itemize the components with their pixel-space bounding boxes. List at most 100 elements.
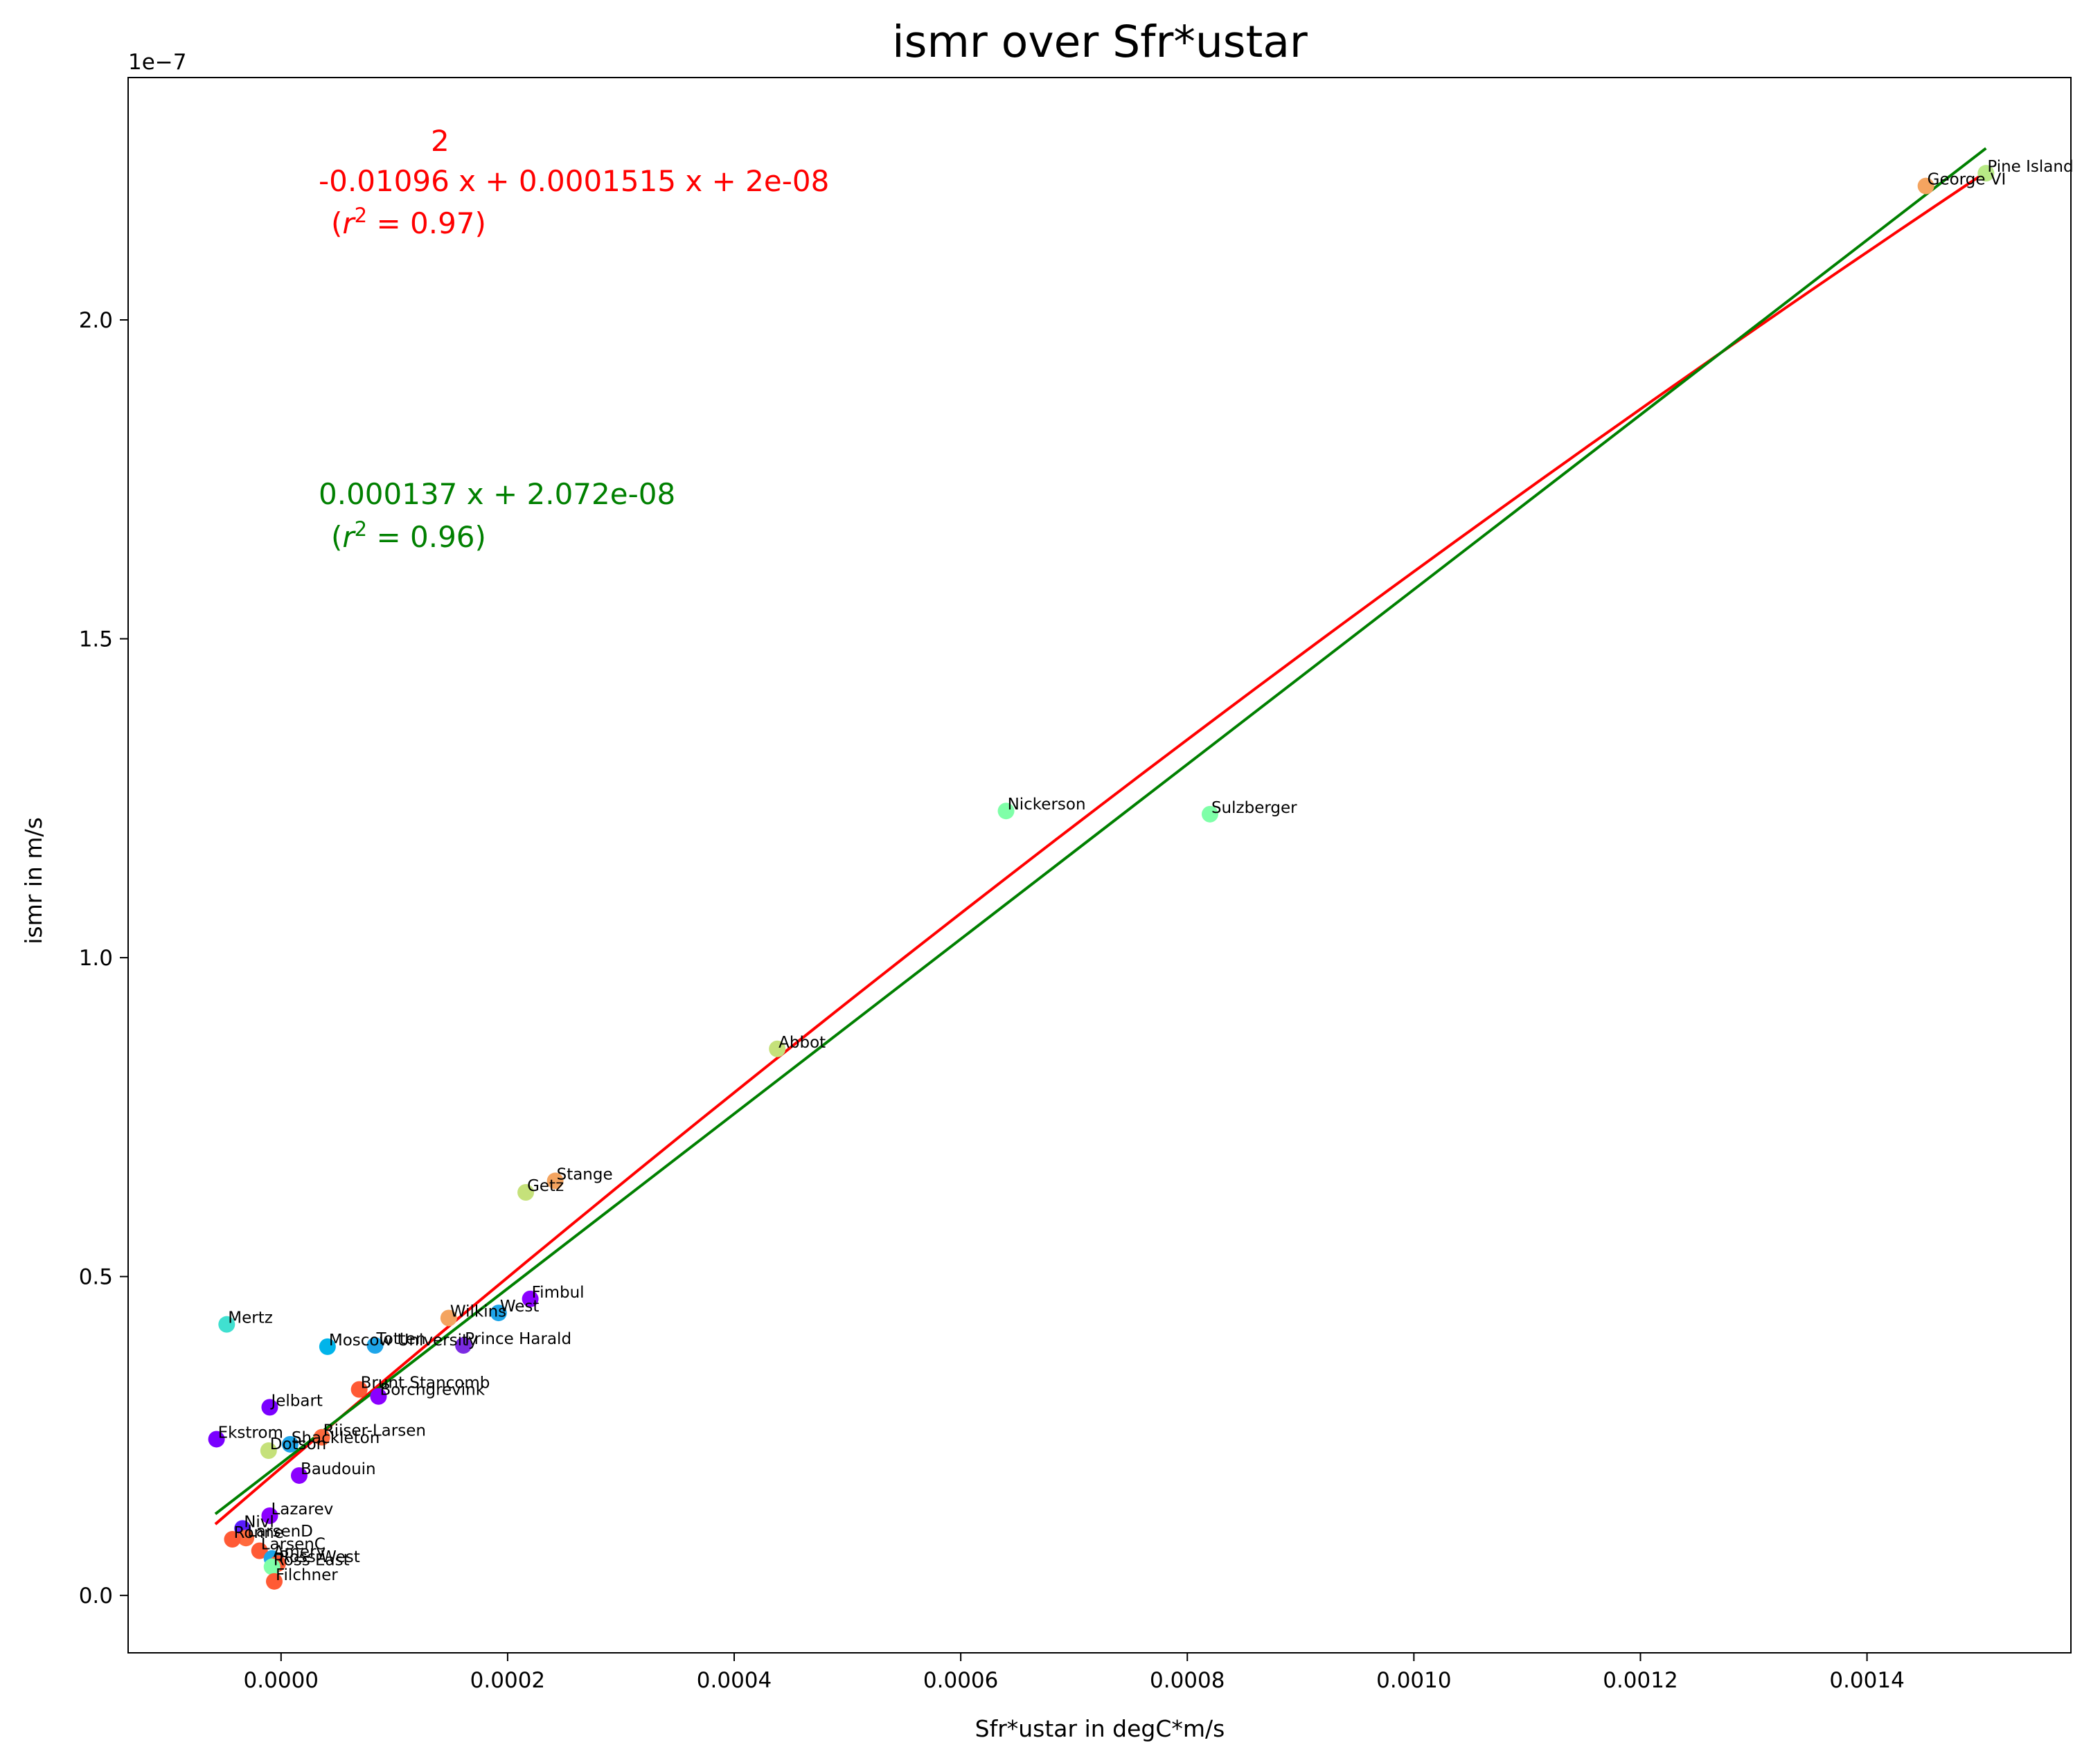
data-points [208,165,1995,1590]
point-label: Prince Harald [465,1330,571,1348]
data-point [1977,165,1995,182]
data-point [490,1305,507,1322]
x-tick-label: 0.0002 [470,1668,545,1693]
x-axis-label: Sfr*ustar in degC*m/s [975,1715,1225,1742]
point-label: Wilkins [450,1302,506,1320]
point-label: LarsenD [247,1523,313,1541]
point-label: George VI [1928,171,2006,189]
x-tick-label: 0.0006 [923,1668,998,1693]
quadratic-fit-annotation: 2 -0.01096 x + 0.0001515 x + 2e-08 (r2 =… [319,124,829,240]
quadratic-fit-r2-value: = 0.97) [367,206,486,240]
linear-fit-r2: (r2 = 0.96) [331,517,486,554]
data-point [263,1558,281,1575]
point-label: Borchgrevink [380,1381,485,1399]
point-label: Ronne [233,1524,283,1542]
data-point [319,1338,336,1355]
data-point [265,1573,283,1590]
point-label: Moscow University [329,1332,478,1350]
point-label: Sulzberger [1211,799,1297,817]
point-label: Totten [376,1330,426,1348]
x-tick-label: 0.0004 [697,1668,772,1693]
point-label: Baudouin [301,1460,376,1478]
data-point [350,1381,368,1398]
x-tick-label: 0.0014 [1829,1668,1904,1693]
point-label: Abbot [778,1034,826,1052]
point-label: Lazarev [271,1500,333,1518]
linear-fit-r2-open: ( [331,520,342,554]
linear-fit-annotation: 0.000137 x + 2.072e-08 (r2 = 0.96) [319,477,675,554]
x-tick-label: 0.0010 [1376,1668,1451,1693]
point-label: Pine Island [1987,158,2073,176]
x-tick-label: 0.0000 [244,1668,319,1693]
point-label: Ross East [274,1552,350,1570]
chart-title: ismr over Sfr*ustar [892,17,1308,67]
y-tick-label: 0.0 [79,1584,113,1609]
point-label: LarsenC [261,1536,326,1554]
point-label: Jelbart [269,1392,323,1410]
point-label: Amery [274,1543,326,1561]
data-point [455,1337,472,1354]
point-label: Riiser-Larsen [323,1422,426,1440]
point-label: Stange [557,1165,613,1183]
axis-ticks: 0.0000 0.0002 0.0004 0.0006 0.0008 0.0010 0.00… [79,308,1905,1693]
data-point [224,1531,241,1548]
quadratic-fit-equation: -0.01096 x + 0.0001515 x + 2e-08 [319,164,829,198]
data-point [238,1530,255,1547]
point-label: Filchner [276,1566,338,1584]
linear-fit-r2-value: = 0.96) [367,520,486,554]
y-tick-label: 2.0 [79,308,113,333]
point-label: Getz [527,1177,564,1195]
plot-frame [127,77,2072,1654]
y-tick-label: 0.5 [79,1265,113,1290]
quadratic-fit-exponent: 2 [431,124,450,158]
linear-fit-r2-sup: 2 [355,517,367,541]
y-offset-text: 1e−7 [128,50,187,75]
point-label: Ross West [279,1548,360,1566]
x-tick-label: 0.0008 [1150,1668,1225,1693]
point-label: Shackleton [292,1429,380,1447]
point-label: Brunt Stancomb [361,1374,490,1392]
data-point [517,1184,535,1201]
quadratic-fit-r2-sup: 2 [355,204,367,227]
data-point [261,1399,278,1416]
linear-fit-r2-symbol: r [342,520,356,554]
data-point [769,1040,786,1057]
data-point [260,1442,277,1460]
linear-fit-equation: 0.000137 x + 2.072e-08 [319,477,675,511]
point-label: Nivl [244,1513,274,1531]
linear-fit-line [214,147,1987,1516]
point-label: Fimbul [532,1284,585,1302]
data-point [218,1316,235,1333]
quadratic-fit-line [214,170,1987,1525]
point-label: Ekstrom [218,1424,283,1442]
y-tick-label: 1.5 [79,627,113,652]
data-point [261,1507,278,1524]
data-point [1917,177,1934,195]
point-label: Dotson [270,1435,326,1453]
point-label: West [500,1298,540,1316]
data-point [251,1542,268,1559]
fit-lines [214,147,1987,1525]
data-point [1201,805,1218,823]
data-point [313,1428,330,1446]
data-point [290,1467,308,1484]
y-axis-label: ismr in m/s [20,817,47,944]
point-label: Mertz [228,1309,273,1327]
x-tick-label: 0.0012 [1603,1668,1678,1693]
quadratic-fit-r2-symbol: r [342,206,356,240]
point-label: Nickerson [1008,796,1086,814]
data-point [370,1388,387,1405]
data-point [208,1431,225,1448]
data-point [366,1337,384,1354]
data-point [281,1435,299,1453]
data-point [440,1309,457,1327]
data-point [997,803,1015,820]
data-point [522,1290,539,1307]
quadratic-fit-r2-open: ( [331,206,342,240]
y-tick-label: 1.0 [79,946,113,971]
data-point [546,1172,564,1190]
quadratic-fit-r2: (r2 = 0.97) [331,204,486,240]
